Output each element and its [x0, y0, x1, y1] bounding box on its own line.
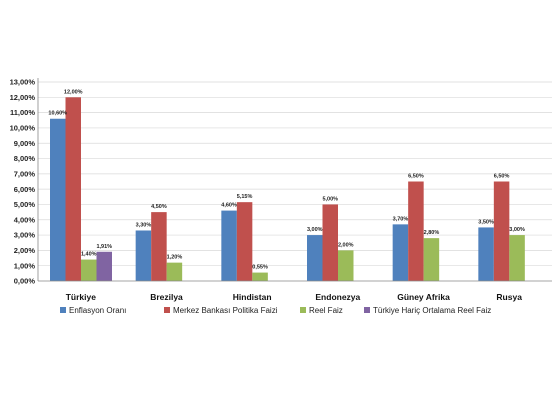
y-tick-label: 0,00%	[14, 277, 36, 286]
legend-swatch	[60, 307, 66, 313]
y-tick-label: 4,00%	[14, 215, 36, 224]
y-tick-label: 12,00%	[10, 93, 36, 102]
data-label: 10,60%	[48, 111, 67, 117]
y-tick-label: 11,00%	[10, 108, 35, 117]
y-tick-label: 6,00%	[14, 185, 36, 194]
bar	[493, 181, 510, 281]
data-label: 12,00%	[64, 89, 83, 95]
data-label: 3,00%	[307, 227, 323, 233]
bar	[509, 235, 525, 281]
x-category-label: Hindistan	[233, 292, 272, 302]
grid-lines	[38, 81, 552, 267]
legend-swatch	[164, 307, 170, 313]
bar	[408, 181, 424, 281]
y-tick-label: 7,00%	[14, 169, 36, 178]
bar	[338, 250, 354, 281]
legend-label: Merkez Bankası Politika Faizi	[173, 306, 278, 315]
y-tick-label: 1,00%	[14, 261, 36, 270]
bar	[322, 204, 338, 281]
data-label: 3,50%	[478, 219, 494, 225]
legend-label: Reel Faiz	[309, 306, 343, 315]
x-category-label: Güney Afrika	[397, 292, 450, 302]
legend-swatch	[364, 307, 370, 313]
bar	[252, 272, 268, 281]
legend-label: Enflasyon Oranı	[69, 306, 126, 315]
legend-swatch	[300, 307, 306, 313]
bar	[392, 224, 409, 281]
data-label: 5,15%	[237, 194, 253, 200]
bar	[166, 262, 183, 281]
data-label: 4,50%	[151, 204, 167, 210]
data-label: 3,30%	[136, 222, 152, 228]
bar	[96, 251, 112, 281]
x-category-label: Endonezya	[315, 292, 360, 302]
y-tick-label: 10,00%	[10, 124, 36, 133]
bar	[65, 97, 81, 281]
data-label: 6,50%	[494, 174, 510, 180]
data-label: 5,00%	[322, 196, 338, 202]
y-tick-label: 13,00%	[10, 78, 36, 87]
bar	[135, 230, 152, 281]
data-label: 3,70%	[393, 216, 409, 222]
legend: Enflasyon Oranı Merkez Bankası Politika F…	[60, 306, 491, 315]
data-labels: 10,60% 12,00% 1,40% 1,91% 3,30% 4,50% 1,20% 4,6…	[48, 89, 525, 270]
bar	[151, 212, 167, 281]
x-category-label: Rusya	[496, 292, 522, 302]
bar	[221, 210, 237, 281]
data-label: 3,00%	[509, 227, 525, 233]
bar	[423, 238, 440, 281]
y-tick-label: 9,00%	[14, 139, 36, 148]
data-label: 2,80%	[424, 230, 440, 236]
y-tick-label: 5,00%	[14, 200, 36, 209]
x-category-label: Brezilya	[150, 292, 183, 302]
bar	[81, 259, 97, 281]
data-label: 0,55%	[252, 265, 268, 271]
bar	[236, 202, 253, 281]
y-tick-label: 3,00%	[14, 231, 36, 240]
data-label: 1,91%	[96, 244, 112, 250]
bar	[478, 227, 494, 281]
x-axis-categories: Türkiye Brezilya Hindistan Endonezya Güney A…	[66, 292, 522, 302]
data-label: 2,00%	[338, 242, 354, 248]
y-tick-label: 2,00%	[14, 246, 36, 255]
data-label: 1,40%	[81, 252, 97, 258]
y-tick-label: 8,00%	[14, 154, 36, 163]
bar	[50, 118, 66, 281]
y-axis-ticks: 0,00% 1,00% 2,00% 3,00% 4,00% 5,00% 6,00% 7,00%…	[10, 78, 36, 286]
legend-label: Türkiye Hariç Ortalama Reel Faiz	[373, 306, 491, 315]
data-label: 1,20%	[167, 255, 183, 261]
x-category-label: Türkiye	[66, 292, 97, 302]
bar	[307, 235, 323, 281]
data-label: 4,60%	[221, 203, 237, 209]
data-label: 6,50%	[408, 174, 424, 180]
bars	[50, 97, 525, 281]
